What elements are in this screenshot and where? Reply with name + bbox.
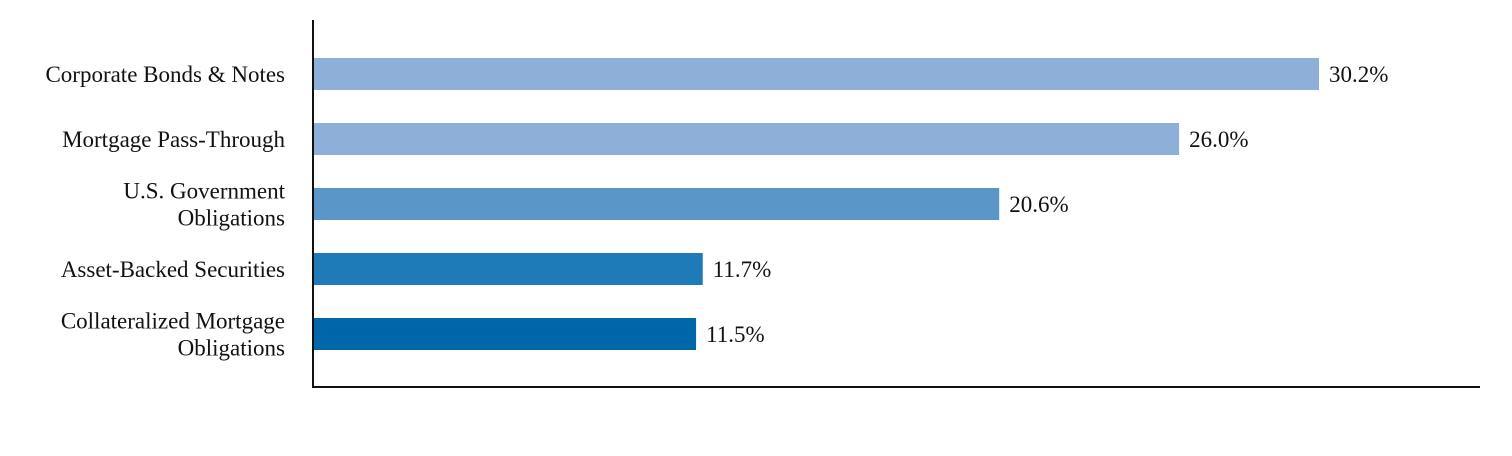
value-label-4: 11.5% <box>706 322 765 347</box>
value-label-0: 30.2% <box>1329 62 1388 87</box>
category-labels-group: Corporate Bonds & Notes Mortgage Pass-Thr… <box>45 62 285 361</box>
category-label-4-line-1: Obligations <box>178 336 285 361</box>
value-label-2: 20.6% <box>1009 192 1068 217</box>
category-label-3: Asset-Backed Securities <box>61 257 285 282</box>
bars-group <box>313 58 1319 350</box>
category-label-0: Corporate Bonds & Notes <box>45 62 285 87</box>
bar-4 <box>313 318 697 350</box>
bar-2 <box>313 188 1000 220</box>
category-label-1: Mortgage Pass-Through <box>62 127 285 152</box>
bar-1 <box>313 123 1180 155</box>
category-label-2-line-1: Obligations <box>178 206 285 231</box>
category-label-2-line-0: U.S. Government <box>123 179 285 204</box>
value-label-1: 26.0% <box>1189 127 1248 152</box>
bar-0 <box>313 58 1319 90</box>
value-label-3: 11.7% <box>713 257 772 282</box>
value-labels-group: 30.2% 26.0% 20.6% 11.7% 11.5% <box>706 62 1388 347</box>
bar-3 <box>313 253 703 285</box>
category-label-4-line-0: Collateralized Mortgage <box>61 309 285 334</box>
